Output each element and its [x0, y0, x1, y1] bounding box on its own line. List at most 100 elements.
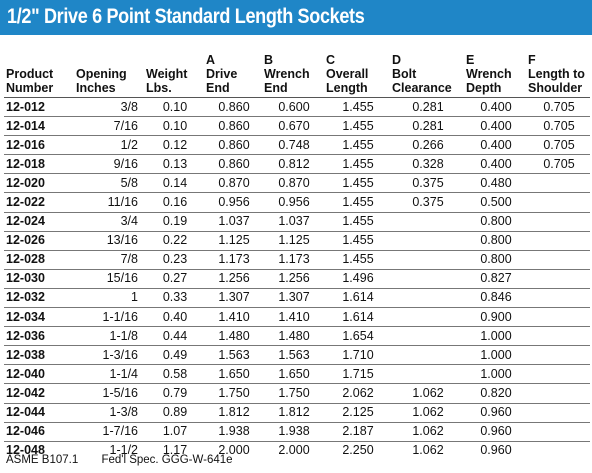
table-cell: 0.960 — [464, 403, 526, 423]
table-cell: 0.22 — [144, 231, 204, 251]
column-header-line: B — [264, 53, 274, 67]
table-cell: 0.705 — [526, 97, 590, 118]
table-cell — [526, 441, 590, 460]
table-cell: 0.800 — [464, 212, 526, 232]
table-cell: 0.49 — [144, 345, 204, 366]
product-number-cell: 12-016 — [4, 135, 74, 156]
table-cell: 0.13 — [144, 154, 204, 175]
column-header-line: Lbs. — [146, 81, 172, 95]
table-cell: 1.563 — [262, 345, 324, 366]
table-cell: 0.328 — [390, 154, 464, 175]
table-cell: 1.455 — [324, 250, 390, 270]
table-cell: 0.33 — [144, 288, 204, 309]
table-cell — [526, 422, 590, 442]
table-cell: 1.750 — [262, 383, 324, 404]
table-cell: 1.410 — [262, 307, 324, 328]
table-cell: 0.500 — [464, 192, 526, 213]
table-cell: 1.000 — [464, 364, 526, 385]
table-cell: 1-1/4 — [74, 364, 144, 385]
table-cell: 1.037 — [262, 212, 324, 232]
table-cell — [390, 345, 464, 366]
column-header: E Wrench Depth — [464, 37, 526, 98]
table-cell: 1.256 — [204, 269, 262, 289]
column-header-line — [146, 53, 204, 67]
table-cell: 0.89 — [144, 403, 204, 423]
table-row: 12-032 1 0.33 1.307 1.307 1.614 0.846 — [4, 288, 590, 309]
column-header-line: Overall — [326, 67, 369, 81]
table-cell: 0.670 — [262, 116, 324, 137]
table-cell: 0.16 — [144, 192, 204, 213]
column-header-line — [76, 53, 144, 67]
table-cell: 1.812 — [204, 403, 262, 423]
table-cell — [526, 345, 590, 366]
table-row: 12-026 13/16 0.22 1.125 1.125 1.455 0.800 — [4, 231, 590, 251]
table-cell: 1.125 — [262, 231, 324, 251]
table-cell: 7/8 — [74, 250, 144, 270]
table-cell: 1.062 — [390, 422, 464, 442]
table-row: 12-020 5/8 0.14 0.870 0.870 1.455 0.375 0.480 — [4, 173, 590, 194]
table-cell — [526, 403, 590, 423]
table-cell: 1/2 — [74, 135, 144, 156]
table-row: 12-022 11/16 0.16 0.956 0.956 1.455 0.375 0.500 — [4, 192, 590, 213]
table-cell: 0.27 — [144, 269, 204, 289]
table-cell: 1.062 — [390, 383, 464, 404]
table-cell: 1-3/16 — [74, 345, 144, 366]
product-number-cell: 12-030 — [4, 269, 74, 289]
table-cell: 0.846 — [464, 288, 526, 309]
product-number-cell: 12-034 — [4, 307, 74, 328]
table-cell: 0.870 — [204, 173, 262, 194]
table-cell: 0.812 — [262, 154, 324, 175]
table-cell: 1.455 — [324, 212, 390, 232]
table-cell: 3/4 — [74, 212, 144, 232]
table-cell: 0.400 — [464, 116, 526, 137]
column-header-line: D — [392, 53, 402, 67]
table-cell: 0.400 — [464, 97, 526, 118]
table-cell: 1.563 — [204, 345, 262, 366]
table-cell: 0.748 — [262, 135, 324, 156]
table-row: 12-034 1-1/16 0.40 1.410 1.410 1.614 0.900 — [4, 307, 590, 328]
table-cell: 1.173 — [204, 250, 262, 270]
column-header-line: Opening — [76, 67, 127, 81]
table-cell: 0.860 — [204, 135, 262, 156]
table-row: 12-042 1-5/16 0.79 1.750 1.750 2.062 1.062 0.82… — [4, 383, 590, 404]
column-header: A Drive End — [204, 37, 262, 98]
table-cell: 1.17 — [162, 443, 188, 458]
footer: ASME B107.1 Fed'l Spec. GGG-W-641e — [6, 454, 253, 466]
table-cell — [526, 269, 590, 289]
table-cell: 0.860 — [204, 116, 262, 137]
table-cell: 0.960 — [464, 422, 526, 442]
table-cell: 0.956 — [204, 192, 262, 213]
table-cell: 0.827 — [464, 269, 526, 289]
table-cell — [526, 250, 590, 270]
table-cell: 0.375 — [390, 173, 464, 194]
table-cell: 1.455 — [324, 116, 390, 137]
table-row: 12-018 9/16 0.13 0.860 0.812 1.455 0.328 0.400 0… — [4, 154, 590, 175]
column-header: B Wrench End — [262, 37, 324, 98]
table-row: 12-038 1-3/16 0.49 1.563 1.563 1.710 1.000 — [4, 345, 590, 366]
table-cell: 0.600 — [262, 97, 324, 118]
table-cell: 0.860 — [204, 97, 262, 118]
table-cell: 0.800 — [464, 250, 526, 270]
table-cell: 1.410 — [204, 307, 262, 328]
column-header: Opening Inches — [74, 37, 144, 98]
table-row: 12-044 1-3/8 0.89 1.812 1.812 2.125 1.062 0.960 — [4, 403, 590, 423]
product-number-cell: 12-028 — [4, 250, 74, 270]
product-number-cell: 12-038 — [4, 345, 74, 366]
table-cell: 0.820 — [464, 383, 526, 404]
column-header-line: Product — [6, 67, 54, 81]
table-cell: 0.480 — [464, 173, 526, 194]
standard-note: ASME B107.1 — [6, 454, 79, 466]
column-header-line: Number — [6, 81, 54, 95]
table-cell: 1.715 — [324, 364, 390, 385]
table-cell: 0.14 — [144, 173, 204, 194]
table-cell: 0.281 — [390, 116, 464, 137]
table-cell: 1.307 — [204, 288, 262, 309]
page-title: 1/2" Drive 6 Point Standard Length Socke… — [7, 5, 365, 28]
table-cell: 2.062 — [324, 383, 390, 404]
table-cell — [390, 269, 464, 289]
column-header-line: Weight — [146, 67, 188, 81]
table-cell: 1.614 — [324, 288, 390, 309]
table-cell: 1.256 — [262, 269, 324, 289]
table-row: 12-024 3/4 0.19 1.037 1.037 1.455 0.800 — [4, 212, 590, 232]
column-header-line: Length — [326, 81, 368, 95]
